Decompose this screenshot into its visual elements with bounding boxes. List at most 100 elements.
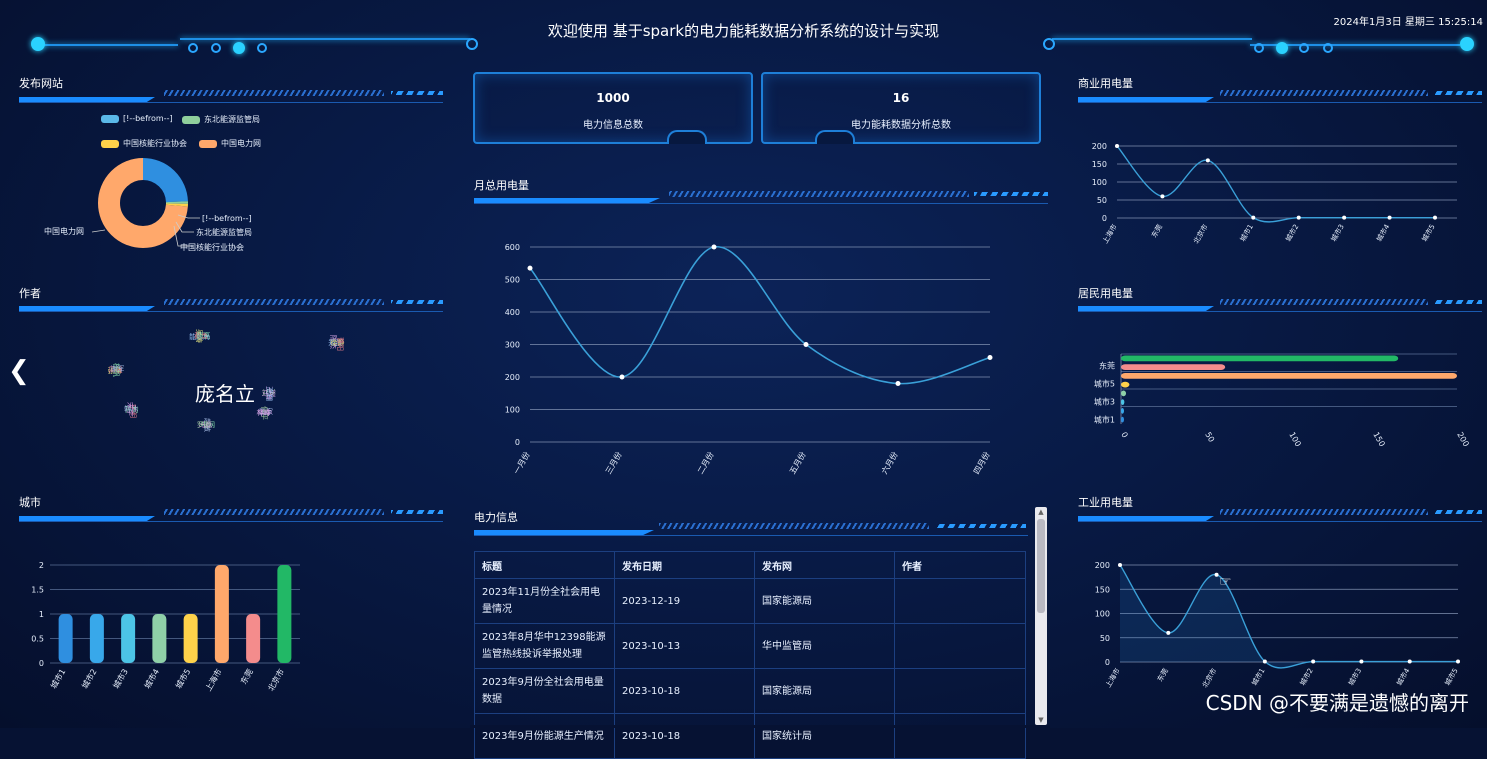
legend-swatch <box>101 114 119 123</box>
y-tick-label: 500 <box>505 276 520 285</box>
y-tick-label: 150 <box>1092 160 1107 169</box>
panel-divider <box>474 523 1028 536</box>
y-tick-label: 城市3 <box>1094 396 1115 406</box>
x-tick-label: 城市1 <box>48 667 67 690</box>
bar <box>152 614 167 663</box>
y-tick-label: 城市5 <box>1094 378 1115 388</box>
data-point <box>527 265 533 271</box>
legend-item[interactable]: [!--befrom--] <box>101 114 173 123</box>
legend-item[interactable]: 中国电力网 <box>199 138 261 149</box>
y-tick-label: 0 <box>1102 214 1107 223</box>
x-tick-label: 二月份 <box>695 450 716 476</box>
legend-item[interactable]: 中国核能行业协会 <box>101 138 187 149</box>
data-point <box>1214 572 1219 577</box>
data-point <box>1166 630 1171 635</box>
word-cloud-word: 黄勇 <box>193 332 208 341</box>
panel-divider <box>19 299 443 312</box>
legend-swatch <box>182 115 200 124</box>
word-cloud-word: 刘洋 <box>261 389 276 398</box>
y-tick-label: 0 <box>39 659 44 668</box>
x-tick-label: 城市5 <box>173 667 192 690</box>
word-cloud-word: 张伟 <box>107 367 122 376</box>
bar <box>183 614 198 663</box>
card-notch <box>815 130 855 144</box>
header-dot-icon <box>1299 43 1309 53</box>
word-cloud-word: 国家 <box>258 408 273 417</box>
header-line-right <box>1052 38 1252 40</box>
header-dot-icon <box>1276 42 1288 54</box>
cell-source: 国家能源局 <box>754 668 895 714</box>
stat-card-analysis-total: 16 电力能耗数据分析总数 <box>761 72 1041 144</box>
table-scrollbar[interactable]: ▲ ▼ <box>1035 507 1047 725</box>
stat-card-info-total: 1000 电力信息总数 <box>473 72 753 144</box>
scroll-down-icon[interactable]: ▼ <box>1038 716 1044 724</box>
column-header[interactable]: 发布日期 <box>614 551 755 579</box>
word-cloud-word: 曹阳 <box>335 337 344 352</box>
donut-label: 中国核能行业协会 <box>180 242 244 252</box>
cell-date: 2023-10-18 <box>614 713 755 759</box>
bar <box>1121 408 1124 414</box>
table-row[interactable]: 2023年9月份能源生产情况 2023-10-18 国家统计局 <box>474 713 1026 759</box>
panel-title-industrial: 工业用电量 <box>1078 496 1133 509</box>
word-cloud-word: 徐静 <box>330 339 345 348</box>
bar <box>1121 355 1399 362</box>
city-bar-chart: 0 0.5 1 1.5 2 城市1 城市2 城市3 城市4 城市5 上海市 东莞 北京市 <box>31 561 300 693</box>
y-tick-label: 50 <box>1097 196 1107 205</box>
x-tick-label: 城市3 <box>111 667 130 690</box>
y-tick-label: 200 <box>1095 561 1110 570</box>
x-tick-label: 三月份 <box>603 450 624 476</box>
word-cloud-word: 孙力 <box>124 405 139 414</box>
header-dot-icon <box>1254 43 1264 53</box>
x-tick-label: 城市4 <box>142 667 161 690</box>
word-cloud-word: 冯磊 <box>198 420 213 429</box>
word-cloud-word: 郑凯 <box>328 338 343 347</box>
cell-date: 2023-12-19 <box>614 578 755 624</box>
bar <box>1121 399 1125 405</box>
x-tick-label: 一月份 <box>511 450 532 476</box>
header-dot-icon <box>257 43 267 53</box>
legend-item[interactable]: 东北能源监管局 <box>182 114 260 125</box>
stat-value: 16 <box>892 91 910 105</box>
table-row[interactable]: 2023年8月华中12398能源监管热线投诉举报处理 2023-10-13 华中监管… <box>474 623 1026 669</box>
author-word-cloud: 庞名立 王海 国家 电网 李明 张伟 能源局 陈杰 刘洋 华中 赵敏 孙力 周强 吴涛 郑凯 马超 何平 冯磊韩… <box>80 329 380 450</box>
donut-label: [!--befrom--] <box>202 214 252 223</box>
datetime-display: 2024年1月3日 星期三 15:25:14 <box>1333 17 1483 28</box>
column-header[interactable]: 发布网 <box>754 551 895 579</box>
table-header-row: 标题 发布日期 发布网 作者 <box>474 551 1026 579</box>
panel-divider <box>1078 509 1482 522</box>
scroll-up-icon[interactable]: ▲ <box>1038 508 1044 516</box>
scrollbar-thumb[interactable] <box>1037 519 1045 613</box>
monthly-line-chart: 0 100 200 300 400 500 600 一月份 三月份 二月份 五月份 六月份 四月份 <box>505 243 993 476</box>
panel-title-site: 发布网站 <box>19 77 63 90</box>
x-tick-label: 五月份 <box>787 450 808 476</box>
legend-swatch <box>199 139 217 148</box>
legend-label: [!--befrom--] <box>123 114 173 123</box>
x-tick-label: 东莞 <box>238 667 255 686</box>
page-title: 欢迎使用 基于spark的电力能耗数据分析系统的设计与实现 <box>547 22 940 40</box>
x-tick-label: 上海市 <box>1100 223 1118 246</box>
cell-author <box>894 578 1026 624</box>
column-header[interactable]: 标题 <box>474 551 615 579</box>
legend-label: 东北能源监管局 <box>204 115 260 124</box>
header-dot-icon <box>211 43 221 53</box>
y-tick-label: 0 <box>1105 658 1110 667</box>
column-header[interactable]: 作者 <box>894 551 1026 579</box>
table-row[interactable]: 2023年11月份全社会用电量情况 2023-12-19 国家能源局 <box>474 578 1026 624</box>
cell-source: 国家统计局 <box>754 713 895 759</box>
panel-title-monthly: 月总用电量 <box>474 179 529 192</box>
x-tick-label: 城市4 <box>1394 666 1411 687</box>
x-tick-label: 城市3 <box>1346 667 1363 687</box>
y-tick-label: 300 <box>505 341 520 350</box>
cell-author <box>894 668 1026 714</box>
table-row[interactable]: 2023年9月份全社会用电量数据 2023-10-18 国家能源局 <box>474 668 1026 714</box>
panel-divider <box>19 509 443 522</box>
y-tick-label: 1.5 <box>31 586 44 595</box>
chevron-left-icon[interactable]: ❮ <box>8 356 30 386</box>
x-tick-label: 六月份 <box>879 450 900 476</box>
y-tick-label: 100 <box>1095 610 1110 619</box>
data-point <box>1456 659 1460 664</box>
x-tick-label: 上海市 <box>1103 667 1121 690</box>
y-tick-label: 50 <box>1100 634 1110 643</box>
watermark: CSDN @不要满是遗憾的离开 <box>1205 691 1469 715</box>
header-line-left <box>38 44 178 46</box>
